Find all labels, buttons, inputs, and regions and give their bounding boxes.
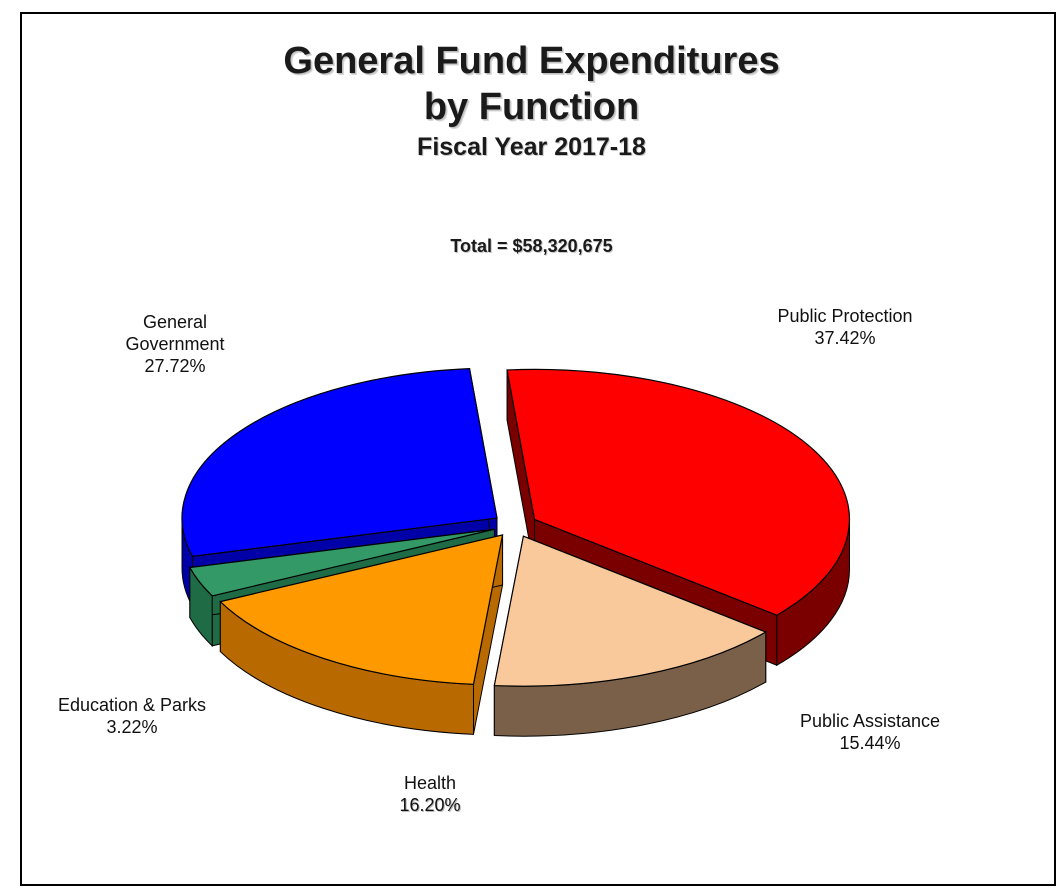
pie-slice-top bbox=[506, 368, 851, 616]
slice-label-value: 27.72% bbox=[144, 356, 206, 376]
chart-title-line-2: by Function bbox=[423, 86, 640, 128]
total-annotation: Total = $58,320,675 bbox=[450, 236, 613, 256]
slice-label-health: Health 16.20% bbox=[330, 772, 530, 816]
slice-label-public-assistance: Public Assistance 15.44% bbox=[760, 710, 980, 754]
slice-label-value: 16.20% bbox=[399, 795, 461, 815]
pie-slice-top bbox=[188, 528, 495, 597]
slice-label-name: Public Assistance bbox=[799, 711, 941, 731]
slice-label-public-protection: Public Protection 37.42% bbox=[735, 305, 955, 349]
slice-label-general-government: General Government 27.72% bbox=[75, 311, 275, 377]
slice-label-value: 3.22% bbox=[106, 717, 158, 737]
slice-label-name-line-2: Government bbox=[125, 334, 225, 354]
slice-label-education-parks: Education & Parks 3.22% bbox=[22, 694, 242, 738]
pie-slice-top bbox=[493, 535, 768, 687]
slice-label-name: General bbox=[142, 312, 208, 332]
chart-title-line-1: General Fund Expenditures bbox=[283, 40, 780, 82]
chart-title-block: General Fund Expenditures by Function Fi… bbox=[0, 38, 1063, 164]
slice-label-name: Health bbox=[403, 773, 457, 793]
chart-subtitle: Fiscal Year 2017-18 bbox=[417, 133, 646, 161]
pie-slice-top bbox=[181, 367, 498, 557]
pie-slice-health bbox=[219, 534, 504, 735]
slice-label-value: 37.42% bbox=[814, 328, 876, 348]
slice-label-name: Education & Parks bbox=[57, 695, 207, 715]
slice-label-value: 15.44% bbox=[839, 733, 901, 753]
pie-slice-top bbox=[219, 534, 504, 685]
slice-label-name: Public Protection bbox=[777, 306, 913, 326]
pie-slice-public-assistance bbox=[493, 535, 768, 737]
